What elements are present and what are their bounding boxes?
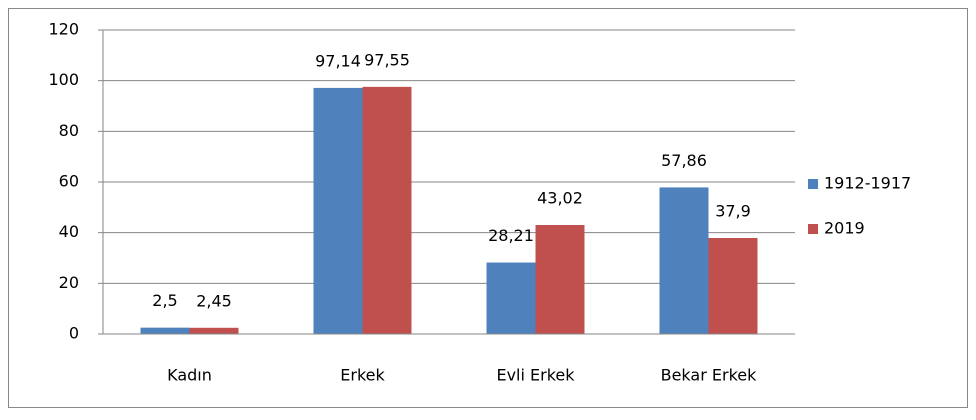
bar (708, 237, 758, 334)
x-tick-label: Bekar Erkek (661, 366, 758, 385)
bar (362, 86, 412, 334)
y-tick-label: 20 (59, 273, 79, 292)
x-tick-label: Kadın (167, 366, 212, 385)
value-label: 57,86 (661, 151, 707, 170)
y-tick-label: 100 (48, 70, 79, 89)
value-label: 2,5 (152, 291, 177, 310)
value-label: 43,02 (537, 189, 583, 208)
bar (659, 187, 709, 334)
legend-label: 2019 (824, 219, 865, 238)
bar (486, 262, 536, 334)
value-label: 2,45 (196, 291, 232, 310)
value-label: 97,14 (315, 51, 361, 70)
value-label: 37,9 (715, 201, 751, 220)
y-tick-label: 60 (59, 172, 79, 191)
y-tick-label: 0 (69, 324, 79, 343)
legend-label: 1912-1917 (824, 174, 911, 193)
value-label: 28,21 (488, 226, 534, 245)
chart-border (8, 8, 968, 408)
legend-swatch (808, 224, 818, 234)
x-tick-label: Erkek (340, 366, 385, 385)
y-tick-label: 40 (59, 222, 79, 241)
bar (313, 87, 363, 334)
bar (535, 225, 585, 334)
value-label: 97,55 (364, 50, 410, 69)
x-tick-label: Evli Erkek (496, 366, 575, 385)
bar (140, 327, 190, 334)
bar (189, 327, 239, 334)
legend-swatch (808, 179, 818, 189)
y-tick-label: 80 (59, 121, 79, 140)
y-tick-label: 120 (48, 20, 79, 39)
